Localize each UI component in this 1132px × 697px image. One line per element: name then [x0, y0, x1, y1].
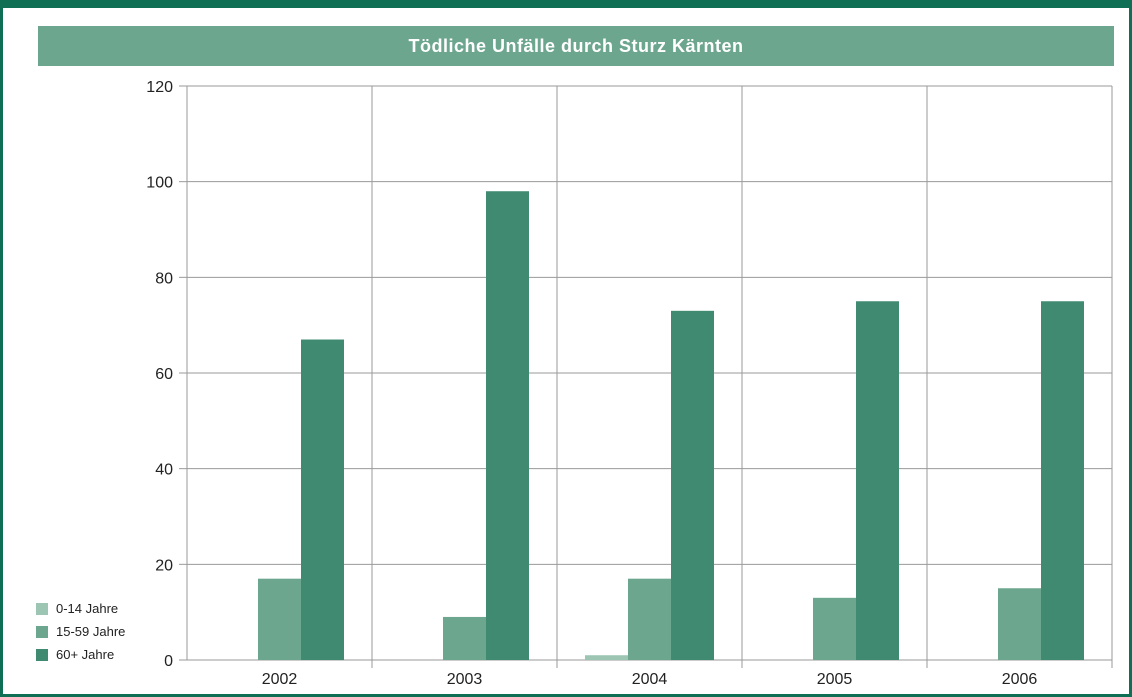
legend-label: 15-59 Jahre — [56, 624, 126, 639]
chart-legend: 0-14 Jahre 15-59 Jahre 60+ Jahre — [36, 597, 125, 666]
x-tick-label: 2005 — [817, 671, 853, 688]
x-tick-label: 2004 — [632, 671, 668, 688]
legend-swatch — [36, 648, 48, 661]
bar-60-jahre-2006 — [1041, 301, 1084, 660]
y-tick-label: 0 — [164, 653, 173, 670]
bar-15-59-jahre-2006 — [998, 588, 1041, 660]
legend-swatch — [36, 625, 48, 638]
y-tick-label: 120 — [146, 79, 173, 96]
x-tick-label: 2003 — [447, 671, 483, 688]
axis-layer: 0 20 40 60 80 100 120 2002 2003 2004 2005 2006 — [146, 79, 1037, 688]
legend-swatch — [36, 602, 48, 615]
x-tick-label: 2006 — [1002, 671, 1038, 688]
bar-60-jahre-2003 — [486, 191, 529, 660]
bar-15-59-jahre-2005 — [813, 597, 856, 660]
legend-item: 15-59 Jahre — [36, 620, 125, 643]
y-tick-label: 20 — [155, 557, 173, 574]
bar-layer — [258, 191, 1084, 660]
bar-15-59-jahre-2004 — [628, 578, 671, 660]
bar-15-59-jahre-2003 — [443, 616, 486, 660]
legend-label: 0-14 Jahre — [56, 601, 119, 616]
y-tick-label: 80 — [155, 270, 173, 287]
y-tick-label: 40 — [155, 462, 173, 479]
y-tick-label: 100 — [146, 175, 173, 192]
y-tick-label: 60 — [155, 366, 173, 383]
bar-15-59-jahre-2002 — [258, 578, 301, 660]
bar-0-14-jahre-2004 — [585, 655, 628, 660]
bar-60-jahre-2005 — [856, 301, 899, 660]
legend-label: 60+ Jahre — [56, 647, 115, 662]
legend-item: 60+ Jahre — [36, 643, 125, 666]
x-tick-label: 2002 — [262, 671, 298, 688]
bar-60-jahre-2002 — [301, 339, 344, 660]
chart-title: Tödliche Unfälle durch Sturz Kärnten — [38, 26, 1114, 66]
bar-60-jahre-2004 — [671, 310, 714, 660]
legend-item: 0-14 Jahre — [36, 597, 125, 620]
